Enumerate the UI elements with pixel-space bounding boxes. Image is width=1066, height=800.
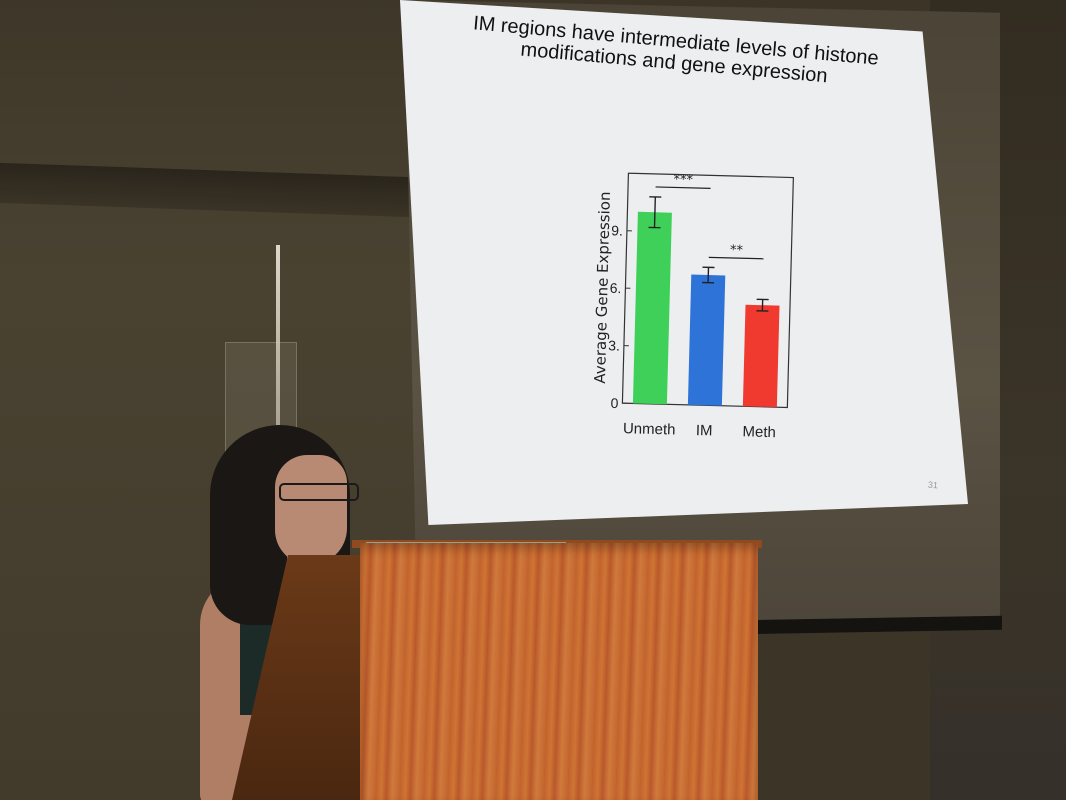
- wooden-podium: [360, 543, 758, 800]
- significance-label: **: [730, 243, 744, 258]
- significance-label: ***: [673, 172, 693, 188]
- x-tick-label: Meth: [742, 423, 776, 441]
- x-tick-label: IM: [696, 422, 713, 439]
- bar: [742, 304, 780, 408]
- projected-slide: [400, 0, 968, 525]
- y-tick-label: 0: [610, 395, 618, 411]
- glasses-icon: [279, 483, 359, 501]
- x-tick-label: Unmeth: [623, 420, 676, 438]
- y-tick-label: 3.: [608, 337, 620, 353]
- bar-chart: 0 3. 6. 9.Average Gene Expression Unmeth IM Me…: [591, 172, 794, 441]
- light-reflection: [276, 245, 280, 425]
- significance-bracket: [655, 186, 711, 189]
- bar: [687, 274, 726, 406]
- y-axis-label: Average Gene Expression: [591, 191, 614, 384]
- error-bar: [653, 196, 657, 228]
- presenter-face: [275, 455, 347, 565]
- bar: [632, 211, 672, 405]
- slide-page-number: 31: [927, 479, 939, 491]
- y-tick-label: 6.: [610, 280, 622, 296]
- y-tick-label: 9.: [611, 222, 623, 238]
- significance-bracket: [708, 256, 764, 260]
